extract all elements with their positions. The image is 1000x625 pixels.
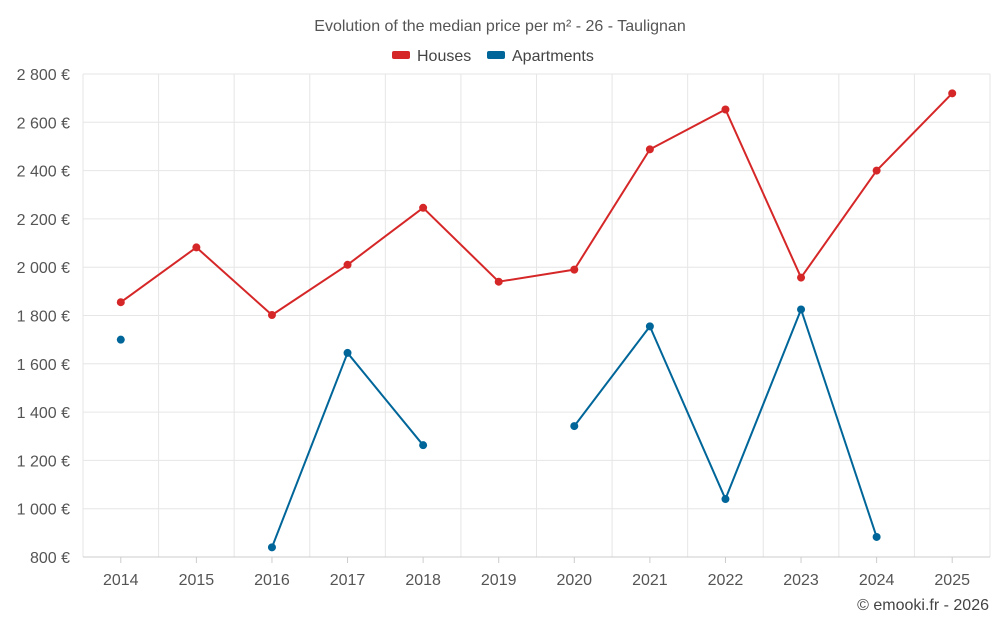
data-point-apartments[interactable] <box>570 422 579 431</box>
legend-item-houses[interactable]: Houses <box>392 48 471 65</box>
data-point-houses[interactable] <box>494 277 503 286</box>
series <box>116 89 957 552</box>
x-tick-label: 2015 <box>179 572 215 589</box>
y-tick-label: 800 € <box>30 550 70 567</box>
data-point-houses[interactable] <box>721 105 730 114</box>
y-tick-label: 2 800 € <box>17 67 70 84</box>
data-point-houses[interactable] <box>343 260 352 269</box>
data-point-apartments[interactable] <box>872 532 881 541</box>
data-point-houses[interactable] <box>797 273 806 282</box>
legend-item-apartments[interactable]: Apartments <box>487 48 594 65</box>
x-tick-label: 2018 <box>405 572 441 589</box>
data-point-apartments[interactable] <box>797 305 806 314</box>
credit-text: © emooki.fr - 2026 <box>857 597 989 614</box>
legend: Houses Apartments <box>392 48 594 65</box>
y-tick-label: 2 000 € <box>17 260 70 277</box>
data-point-houses[interactable] <box>192 243 201 252</box>
data-point-houses[interactable] <box>419 203 428 212</box>
data-point-apartments[interactable] <box>116 335 125 344</box>
data-point-houses[interactable] <box>645 145 654 154</box>
axes: 800 € 1 000 € 1 200 € 1 400 € 1 600 € 1 800 €… <box>17 67 990 589</box>
x-tick-label: 2017 <box>330 572 366 589</box>
y-tick-label: 1 000 € <box>17 502 70 519</box>
x-tick-label: 2021 <box>632 572 668 589</box>
data-point-houses[interactable] <box>872 166 881 175</box>
x-tick-label: 2020 <box>556 572 592 589</box>
data-point-houses[interactable] <box>570 265 579 274</box>
grid <box>82 73 991 558</box>
x-tick-label: 2024 <box>859 572 895 589</box>
y-tick-label: 1 400 € <box>17 405 70 422</box>
data-point-houses[interactable] <box>948 89 957 98</box>
data-point-apartments[interactable] <box>267 543 276 552</box>
y-tick-label: 2 600 € <box>17 115 70 132</box>
legend-label-houses: Houses <box>417 48 471 65</box>
y-tick-label: 1 600 € <box>17 357 70 374</box>
data-point-apartments[interactable] <box>343 348 352 357</box>
legend-label-apartments: Apartments <box>512 48 594 65</box>
x-tick-label: 2023 <box>783 572 819 589</box>
chart-title: Evolution of the median price per m² - 2… <box>314 18 685 35</box>
data-point-apartments[interactable] <box>645 322 654 331</box>
y-tick-label: 1 200 € <box>17 453 70 470</box>
series-line-houses <box>120 92 953 317</box>
y-tick-label: 2 400 € <box>17 164 70 181</box>
legend-swatch-apartments <box>487 51 505 59</box>
legend-swatch-houses <box>392 51 410 59</box>
x-tick-label: 2016 <box>254 572 290 589</box>
x-tick-label: 2022 <box>708 572 744 589</box>
x-tick-label: 2025 <box>934 572 970 589</box>
data-point-apartments[interactable] <box>721 495 730 504</box>
y-tick-label: 2 200 € <box>17 212 70 229</box>
data-point-houses[interactable] <box>267 311 276 320</box>
x-tick-label: 2019 <box>481 572 517 589</box>
data-point-houses[interactable] <box>116 298 125 307</box>
x-tick-label: 2014 <box>103 572 139 589</box>
series-line-apartments <box>271 351 424 548</box>
y-tick-label: 1 800 € <box>17 309 70 326</box>
data-point-apartments[interactable] <box>419 441 428 450</box>
